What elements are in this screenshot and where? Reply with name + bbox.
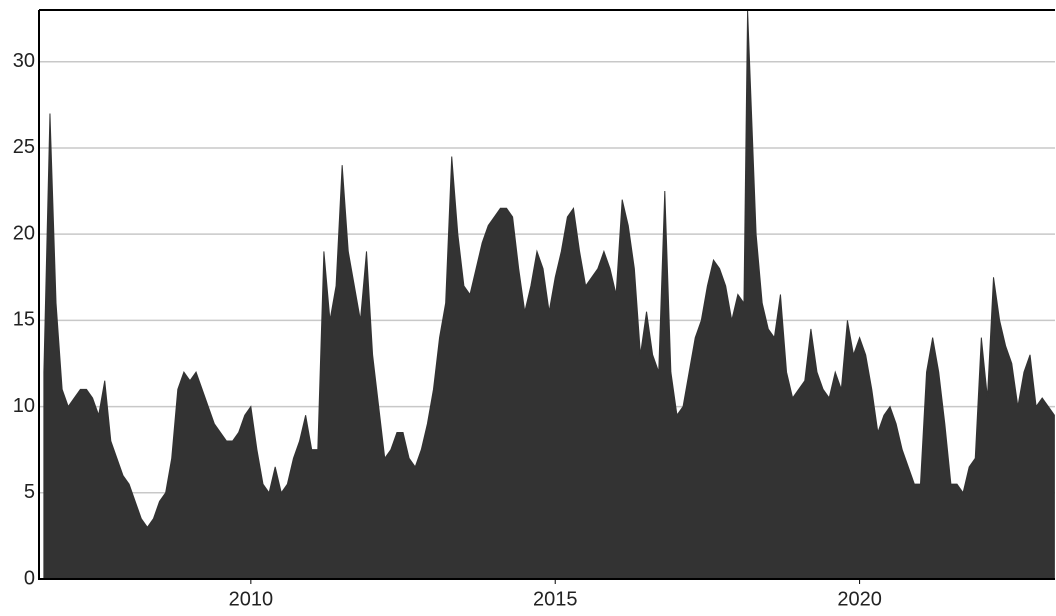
y-tick-label: 5 — [24, 481, 35, 503]
area — [43, 9, 1055, 580]
x-tick-label: 2010 — [229, 588, 274, 610]
x-tick-label: 2020 — [837, 588, 882, 610]
y-tick-label: 10 — [13, 395, 35, 417]
y-tick-label: 20 — [13, 222, 35, 244]
axis-frame — [38, 9, 1055, 580]
x-tick-label: 2015 — [533, 588, 578, 610]
y-tick-label: 25 — [13, 136, 35, 158]
y-tick-label: 0 — [24, 567, 35, 589]
y-tick-label: 15 — [13, 309, 35, 331]
y-tick-label: 30 — [13, 50, 35, 72]
